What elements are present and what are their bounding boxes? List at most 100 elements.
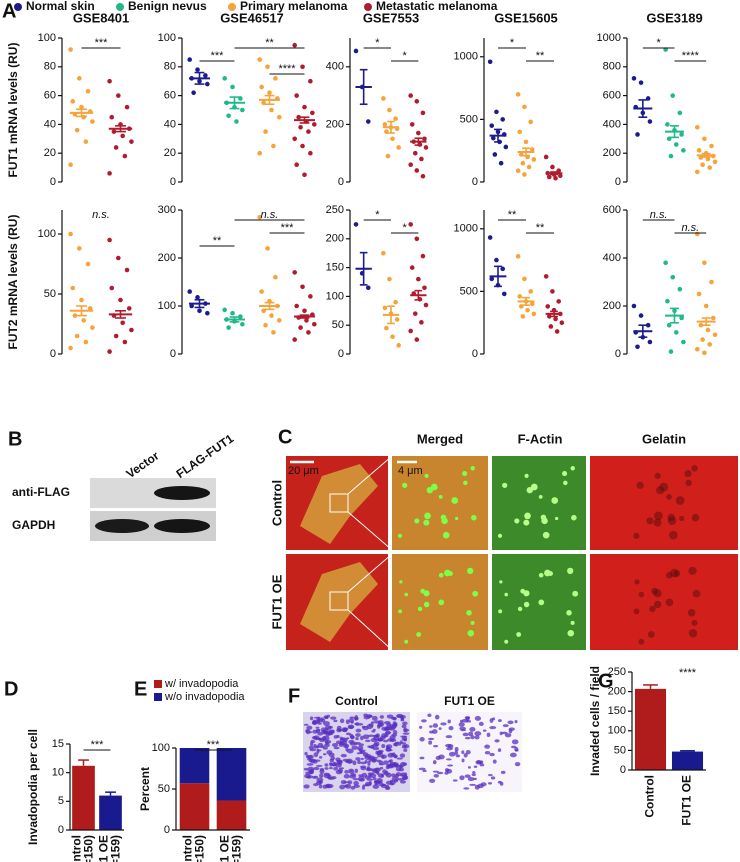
bar [72, 765, 95, 830]
zoom-line [347, 455, 393, 495]
y-tick-label: 60 [164, 90, 176, 102]
data-point [412, 311, 418, 316]
image-spot [634, 579, 640, 585]
image-cell [469, 783, 477, 786]
data-point [387, 107, 392, 113]
data-point [384, 325, 389, 331]
data-point [487, 59, 493, 65]
image-cell [421, 719, 427, 723]
image-spot [397, 533, 403, 538]
data-point [109, 285, 115, 291]
image-cell [372, 746, 380, 751]
image-spot [414, 518, 420, 524]
data-point [409, 122, 415, 127]
data-point [122, 339, 128, 345]
y-tick-label: 100 [38, 32, 56, 44]
y-tick-label: 250 [608, 666, 626, 678]
image-cell [429, 730, 434, 734]
data-point [195, 67, 200, 72]
data-point [118, 297, 123, 303]
image-cell [331, 742, 339, 748]
data-point [500, 266, 506, 272]
image-cell [323, 772, 330, 776]
data-point [698, 322, 704, 328]
y-tick-label: 0 [615, 348, 621, 360]
image-spot [504, 592, 509, 597]
chart-title: GSE7553 [363, 10, 419, 25]
image-cell [447, 764, 454, 767]
image-cell [497, 719, 502, 722]
data-point [353, 222, 359, 227]
image-cell [306, 775, 313, 779]
data-point [663, 260, 668, 266]
image-cell [309, 748, 317, 752]
image-cell [306, 755, 313, 759]
data-point [520, 160, 526, 166]
image-spot [424, 473, 429, 478]
image-cell [488, 774, 493, 777]
image-cell [367, 761, 371, 766]
data-point [416, 130, 421, 136]
image-spot [691, 513, 700, 522]
y-tick-label: 0 [472, 176, 478, 188]
data-point [414, 337, 420, 342]
image-cell [391, 752, 396, 757]
image-cell [459, 775, 465, 781]
data-point [70, 99, 76, 104]
data-point [393, 116, 398, 121]
data-point [665, 298, 670, 304]
data-point [515, 168, 521, 174]
data-point [226, 113, 231, 119]
image-spot [654, 511, 663, 521]
y-tick-label: 5 [58, 795, 64, 807]
data-point [670, 274, 676, 280]
bar-segment [179, 783, 210, 830]
y-axis-label: Percent [138, 767, 152, 811]
data-point [107, 171, 112, 176]
y-tick-label: 50 [158, 783, 170, 795]
image-cell [357, 776, 365, 782]
image-spot [653, 589, 662, 598]
image-cell [372, 728, 376, 731]
image-cell [348, 739, 355, 744]
data-point [668, 153, 674, 159]
image-cell [367, 714, 373, 718]
image-cell [340, 780, 347, 785]
data-point [187, 289, 192, 294]
image-cell [362, 752, 369, 757]
image-cell [394, 773, 399, 778]
image-cell [460, 728, 467, 732]
data-point [531, 311, 537, 317]
y-tick-label: 200 [603, 300, 621, 312]
image-cell [507, 720, 514, 725]
y-tick-label: 200 [326, 233, 344, 245]
image-cell [365, 739, 371, 743]
image-cell [348, 718, 355, 723]
image-cell [358, 743, 364, 747]
image-cell [454, 747, 459, 752]
data-point [705, 327, 711, 333]
image-cell [487, 782, 493, 785]
image-cell [383, 760, 389, 765]
y-tick-label: 600 [603, 90, 621, 102]
data-point [409, 265, 415, 270]
row-label: GAPDH [12, 518, 55, 532]
image-cell [473, 765, 478, 769]
image-spot [544, 569, 551, 577]
image-cell [384, 786, 391, 791]
image-spot [633, 532, 640, 539]
data-point [265, 246, 270, 251]
data-point [414, 99, 420, 104]
data-point [230, 310, 235, 316]
image-cell [355, 733, 361, 737]
image-spot [470, 466, 475, 471]
image-spot [442, 531, 450, 539]
data-point [107, 237, 112, 243]
image-cell [438, 727, 442, 730]
sig-label: *** [281, 222, 295, 234]
data-point [419, 320, 424, 325]
y-tick-label: 0 [615, 176, 621, 188]
data-point [647, 119, 653, 124]
data-point [109, 114, 115, 120]
image-spot [514, 518, 520, 524]
